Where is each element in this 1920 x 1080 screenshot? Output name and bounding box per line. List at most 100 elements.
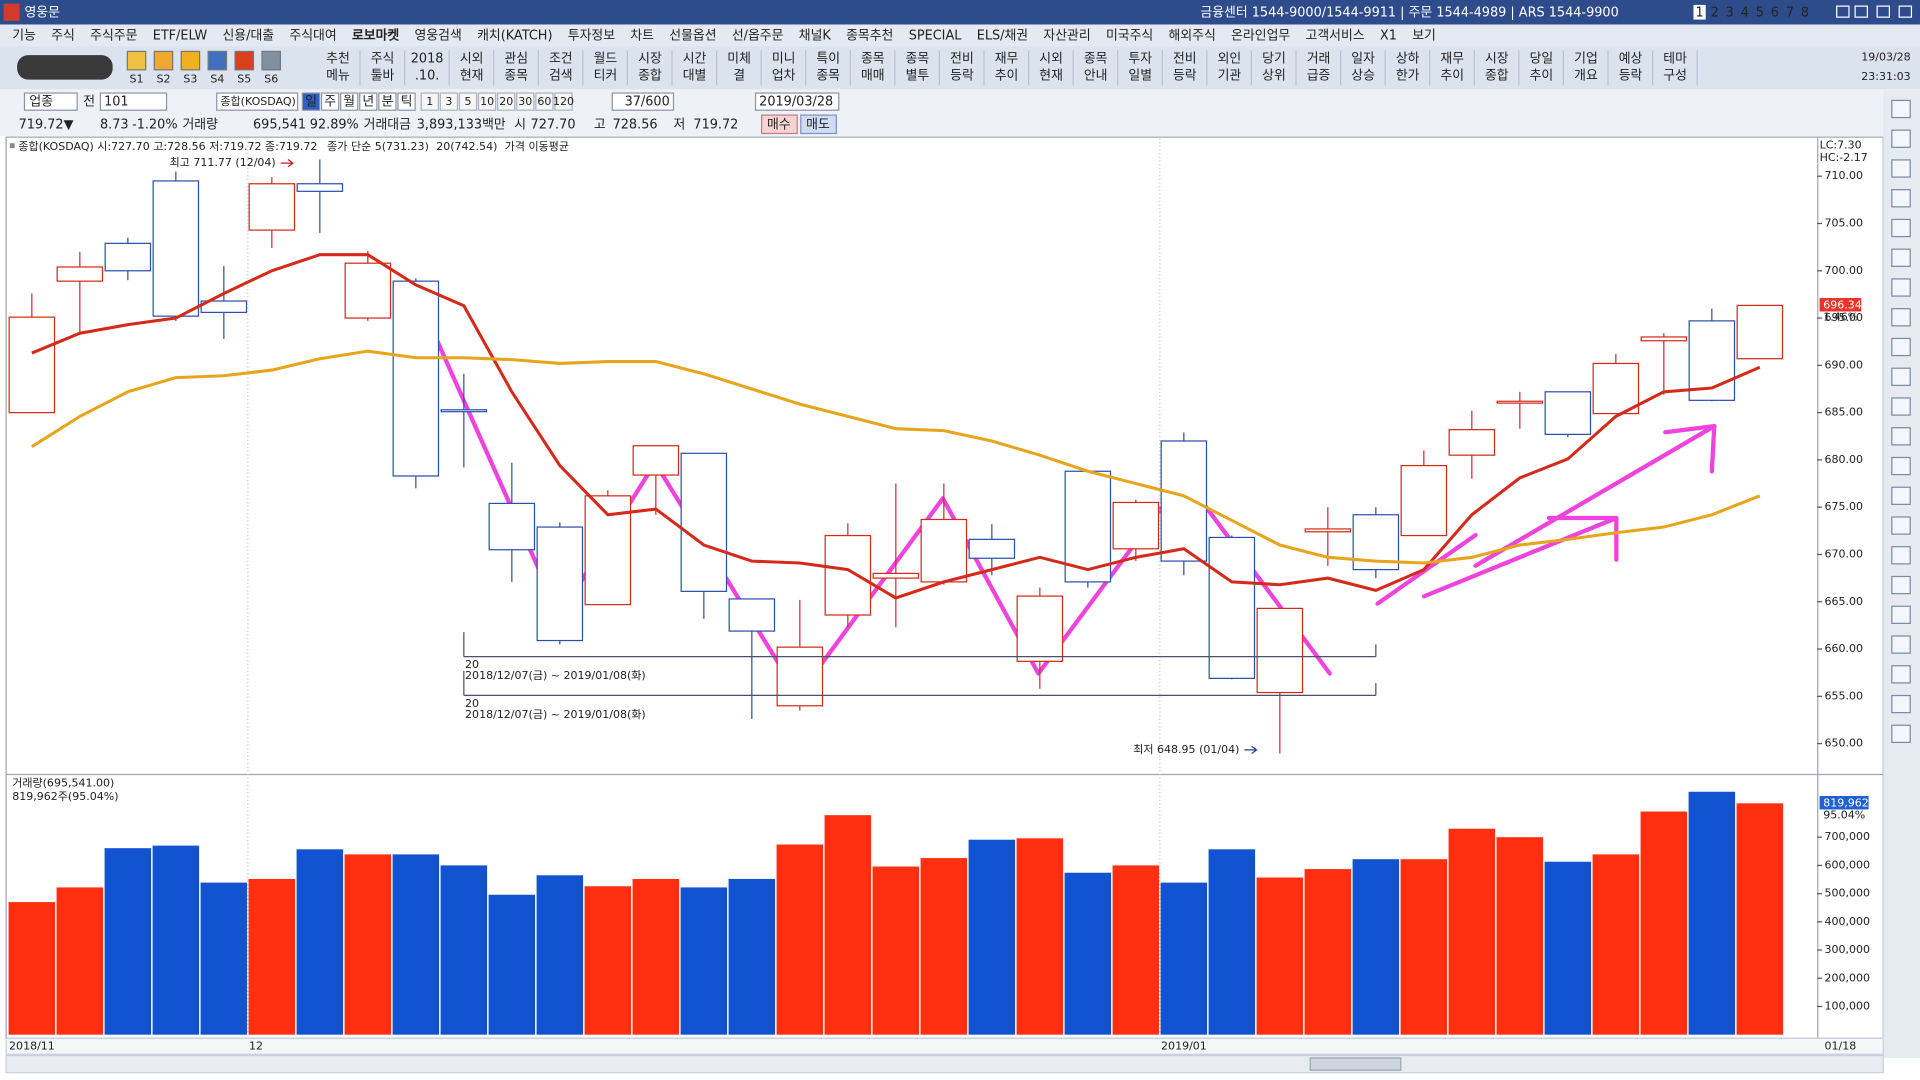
toolbar-button[interactable]: 구성 xyxy=(1663,68,1687,83)
toolbar-button[interactable]: 관심 xyxy=(504,51,528,66)
toolbar-button[interactable]: 안내 xyxy=(1084,68,1108,83)
side-tool[interactable] xyxy=(1891,516,1911,535)
side-tool[interactable] xyxy=(1891,427,1911,446)
toolbar-button[interactable]: 등락 xyxy=(1173,68,1197,83)
toolbar-button[interactable]: 시장 xyxy=(638,51,662,66)
interval-button[interactable] xyxy=(458,92,478,111)
screen-button[interactable]: 4 xyxy=(1741,5,1749,20)
toolbar-button[interactable]: 별투 xyxy=(906,68,930,83)
toolbar-button[interactable]: 결 xyxy=(733,68,745,83)
toolbar-button[interactable]: 종목 xyxy=(1084,51,1108,66)
toolbar-button[interactable]: 업차 xyxy=(772,68,796,83)
toolbar-button[interactable]: 매매 xyxy=(861,68,885,83)
buy-button[interactable] xyxy=(761,114,798,135)
interval-button[interactable] xyxy=(554,92,573,111)
side-tool[interactable] xyxy=(1891,99,1911,119)
toolbar-button[interactable]: .10. xyxy=(415,68,440,83)
scroll-thumb[interactable] xyxy=(1309,1057,1402,1071)
menu-item[interactable]: X1 xyxy=(1380,29,1397,44)
toolbar-button[interactable]: 시간 xyxy=(683,51,707,66)
menu-item[interactable]: 선물옵션 xyxy=(669,29,716,44)
toolbar-button[interactable]: 테마 xyxy=(1663,51,1687,66)
side-tool[interactable] xyxy=(1891,248,1911,267)
menu-item[interactable]: 종목추천 xyxy=(846,29,893,44)
quote-field[interactable]: 매수 xyxy=(767,117,791,132)
period-button[interactable] xyxy=(320,92,340,111)
toolbar-button[interactable]: 한가 xyxy=(1396,68,1420,83)
toolbar-button[interactable]: 전비 xyxy=(1173,51,1197,66)
screen-button[interactable]: 1 xyxy=(1696,5,1704,20)
side-tool[interactable] xyxy=(1891,456,1911,476)
toolbar-button[interactable]: 미니 xyxy=(772,51,796,66)
toolbar-button[interactable]: 현재 xyxy=(1039,68,1063,83)
toolbar-button[interactable]: 외인 xyxy=(1218,51,1242,66)
prev-button[interactable]: 전 xyxy=(83,95,95,110)
toolbar-button[interactable]: 종합 xyxy=(1485,68,1509,83)
toolbar-button[interactable]: 2018 xyxy=(411,51,444,66)
code-input[interactable] xyxy=(99,92,168,111)
screen-button[interactable]: 7 xyxy=(1786,5,1794,20)
menu-item[interactable]: 캐치(KATCH) xyxy=(477,29,552,44)
toolbar-button[interactable]: 종목 xyxy=(861,51,885,66)
toolbar-button[interactable]: 당기 xyxy=(1262,51,1286,66)
side-tool[interactable] xyxy=(1891,724,1911,744)
toolbar-button[interactable]: 당일 xyxy=(1530,51,1554,66)
toolbar-button[interactable]: 추이 xyxy=(1440,68,1464,83)
toolbar-button[interactable]: 주식 xyxy=(371,51,395,66)
window-button[interactable] xyxy=(1854,5,1868,18)
menu-item[interactable]: 영웅검색 xyxy=(415,29,462,44)
toolbar-button[interactable]: 등락 xyxy=(1619,68,1643,83)
toolbar-button[interactable]: 추천 xyxy=(326,51,350,66)
sell-button[interactable] xyxy=(800,114,837,135)
menu-item[interactable]: 신용/대출 xyxy=(222,29,274,44)
toolbar-button[interactable]: 현재 xyxy=(460,68,484,83)
window-button[interactable] xyxy=(1876,5,1890,18)
toolbar-button[interactable]: 시장 xyxy=(1485,51,1509,66)
search-combo[interactable] xyxy=(17,55,113,80)
side-tool[interactable] xyxy=(1891,694,1911,714)
menu-item[interactable]: SPECIAL xyxy=(909,29,963,44)
side-tool[interactable] xyxy=(1891,605,1911,625)
toolbar-button[interactable]: 기관 xyxy=(1218,68,1242,83)
toolbar-button[interactable]: 특이 xyxy=(816,51,840,66)
menu-item[interactable]: 보기 xyxy=(1412,29,1436,44)
menu-item[interactable]: 해외주식 xyxy=(1169,29,1216,44)
menu-item[interactable]: ETF/ELW xyxy=(153,29,208,44)
side-tool[interactable] xyxy=(1891,337,1911,357)
toolbar-button[interactable]: 미체 xyxy=(727,51,751,66)
interval-button[interactable] xyxy=(477,92,497,111)
period-button[interactable] xyxy=(301,92,321,111)
quick-icon[interactable] xyxy=(234,50,255,71)
menu-item[interactable]: 미국주식 xyxy=(1106,29,1153,44)
toolbar-button[interactable]: 전비 xyxy=(950,51,974,66)
interval-button[interactable] xyxy=(420,92,439,111)
screen-button[interactable]: 6 xyxy=(1771,5,1779,20)
toolbar-button[interactable]: 조건 xyxy=(549,51,573,66)
menu-item[interactable]: 채널K xyxy=(799,29,832,44)
toolbar-button[interactable]: 검색 xyxy=(549,68,573,83)
side-tool[interactable] xyxy=(1891,665,1911,684)
interval-button[interactable] xyxy=(497,92,516,111)
menu-item[interactable]: 로보마켓 xyxy=(352,28,399,44)
interval-button[interactable] xyxy=(516,92,535,111)
menu-item[interactable]: 투자정보 xyxy=(568,29,615,44)
toolbar-button[interactable]: 재무 xyxy=(995,51,1019,66)
side-tool[interactable] xyxy=(1891,189,1911,208)
side-tool[interactable] xyxy=(1891,635,1911,654)
menu-item[interactable]: 주식주문 xyxy=(90,29,137,44)
window-button[interactable] xyxy=(1898,5,1913,18)
screen-button[interactable]: 5 xyxy=(1756,5,1764,20)
toolbar-button[interactable]: 상하 xyxy=(1396,51,1420,66)
side-tool[interactable] xyxy=(1891,129,1911,148)
menu-item[interactable]: ELS/채권 xyxy=(977,29,1028,44)
menu-item[interactable]: 주식 xyxy=(51,29,75,44)
period-button[interactable] xyxy=(397,92,416,111)
side-tool[interactable] xyxy=(1891,278,1911,297)
side-tool[interactable] xyxy=(1891,575,1911,595)
screen-button[interactable]: 3 xyxy=(1726,5,1734,20)
scrollbar[interactable] xyxy=(5,1054,1884,1074)
period-button[interactable] xyxy=(340,92,359,111)
screen-button[interactable]: 8 xyxy=(1801,5,1809,20)
side-tool[interactable] xyxy=(1891,397,1911,416)
toolbar-button[interactable]: 개요 xyxy=(1574,68,1598,83)
